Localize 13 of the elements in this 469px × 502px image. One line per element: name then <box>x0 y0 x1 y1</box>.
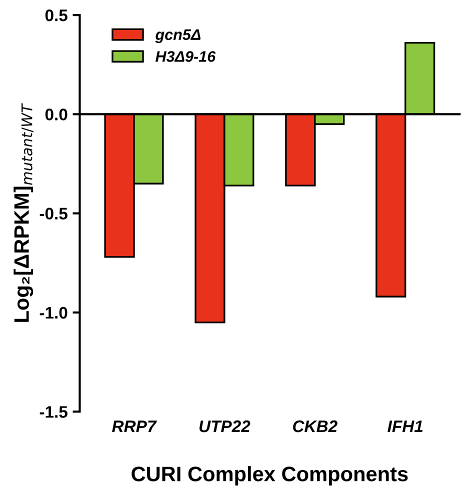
x-tick-label: UTP22 <box>199 420 250 432</box>
y-tick-label: -1.5 <box>40 406 68 418</box>
y-axis-title: Log₂[ΔRPKM]$_{mutant/WT}$ <box>14 103 34 322</box>
y-tick-label: 0.5 <box>45 9 68 22</box>
x-axis-title: CURI Complex Components <box>132 466 408 486</box>
x-tick-label: IFH1 <box>388 420 423 432</box>
y-tick-label: -0.5 <box>40 208 68 220</box>
x-tick-label: CKB2 <box>293 420 338 432</box>
y-tick-label: 0.0 <box>45 108 68 120</box>
legend-label: gcn5Δ <box>155 29 200 44</box>
y-tick-label: -1.0 <box>40 306 68 319</box>
legend-label: H3Δ9-16 <box>156 51 216 62</box>
x-tick-label: RRP7 <box>112 420 157 432</box>
